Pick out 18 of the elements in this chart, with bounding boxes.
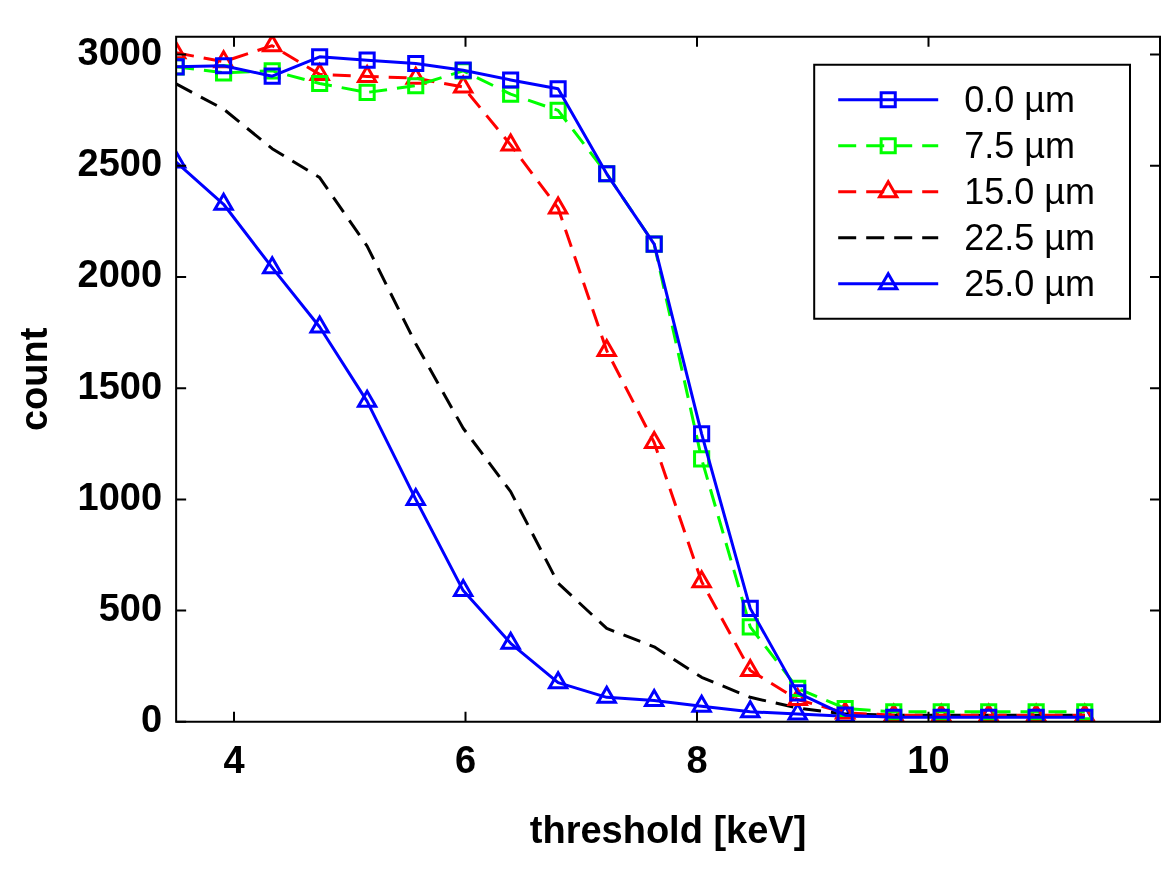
x-tick-label: 10 [907, 739, 950, 782]
y-tick-label: 2000 [77, 253, 163, 296]
x-axis-title: threshold [keV] [529, 808, 807, 851]
legend-label: 7.5 µm [964, 124, 1075, 166]
y-tick-label: 500 [98, 587, 163, 630]
y-tick-label: 1000 [77, 475, 163, 518]
legend-label: 22.5 µm [964, 216, 1096, 258]
y-tick-label: 2500 [77, 142, 163, 185]
x-tick-label: 4 [223, 739, 245, 782]
y-axis-title: count [13, 327, 56, 432]
legend-label: 15.0 µm [964, 170, 1096, 212]
legend-label: 0.0 µm [964, 78, 1075, 120]
legend-label: 25.0 µm [964, 262, 1096, 304]
x-tick-label: 6 [454, 739, 477, 782]
x-tick-label: 8 [686, 739, 708, 782]
y-tick-label: 0 [140, 698, 163, 741]
y-tick-label: 3000 [77, 31, 163, 74]
y-tick-label: 1500 [77, 364, 163, 407]
